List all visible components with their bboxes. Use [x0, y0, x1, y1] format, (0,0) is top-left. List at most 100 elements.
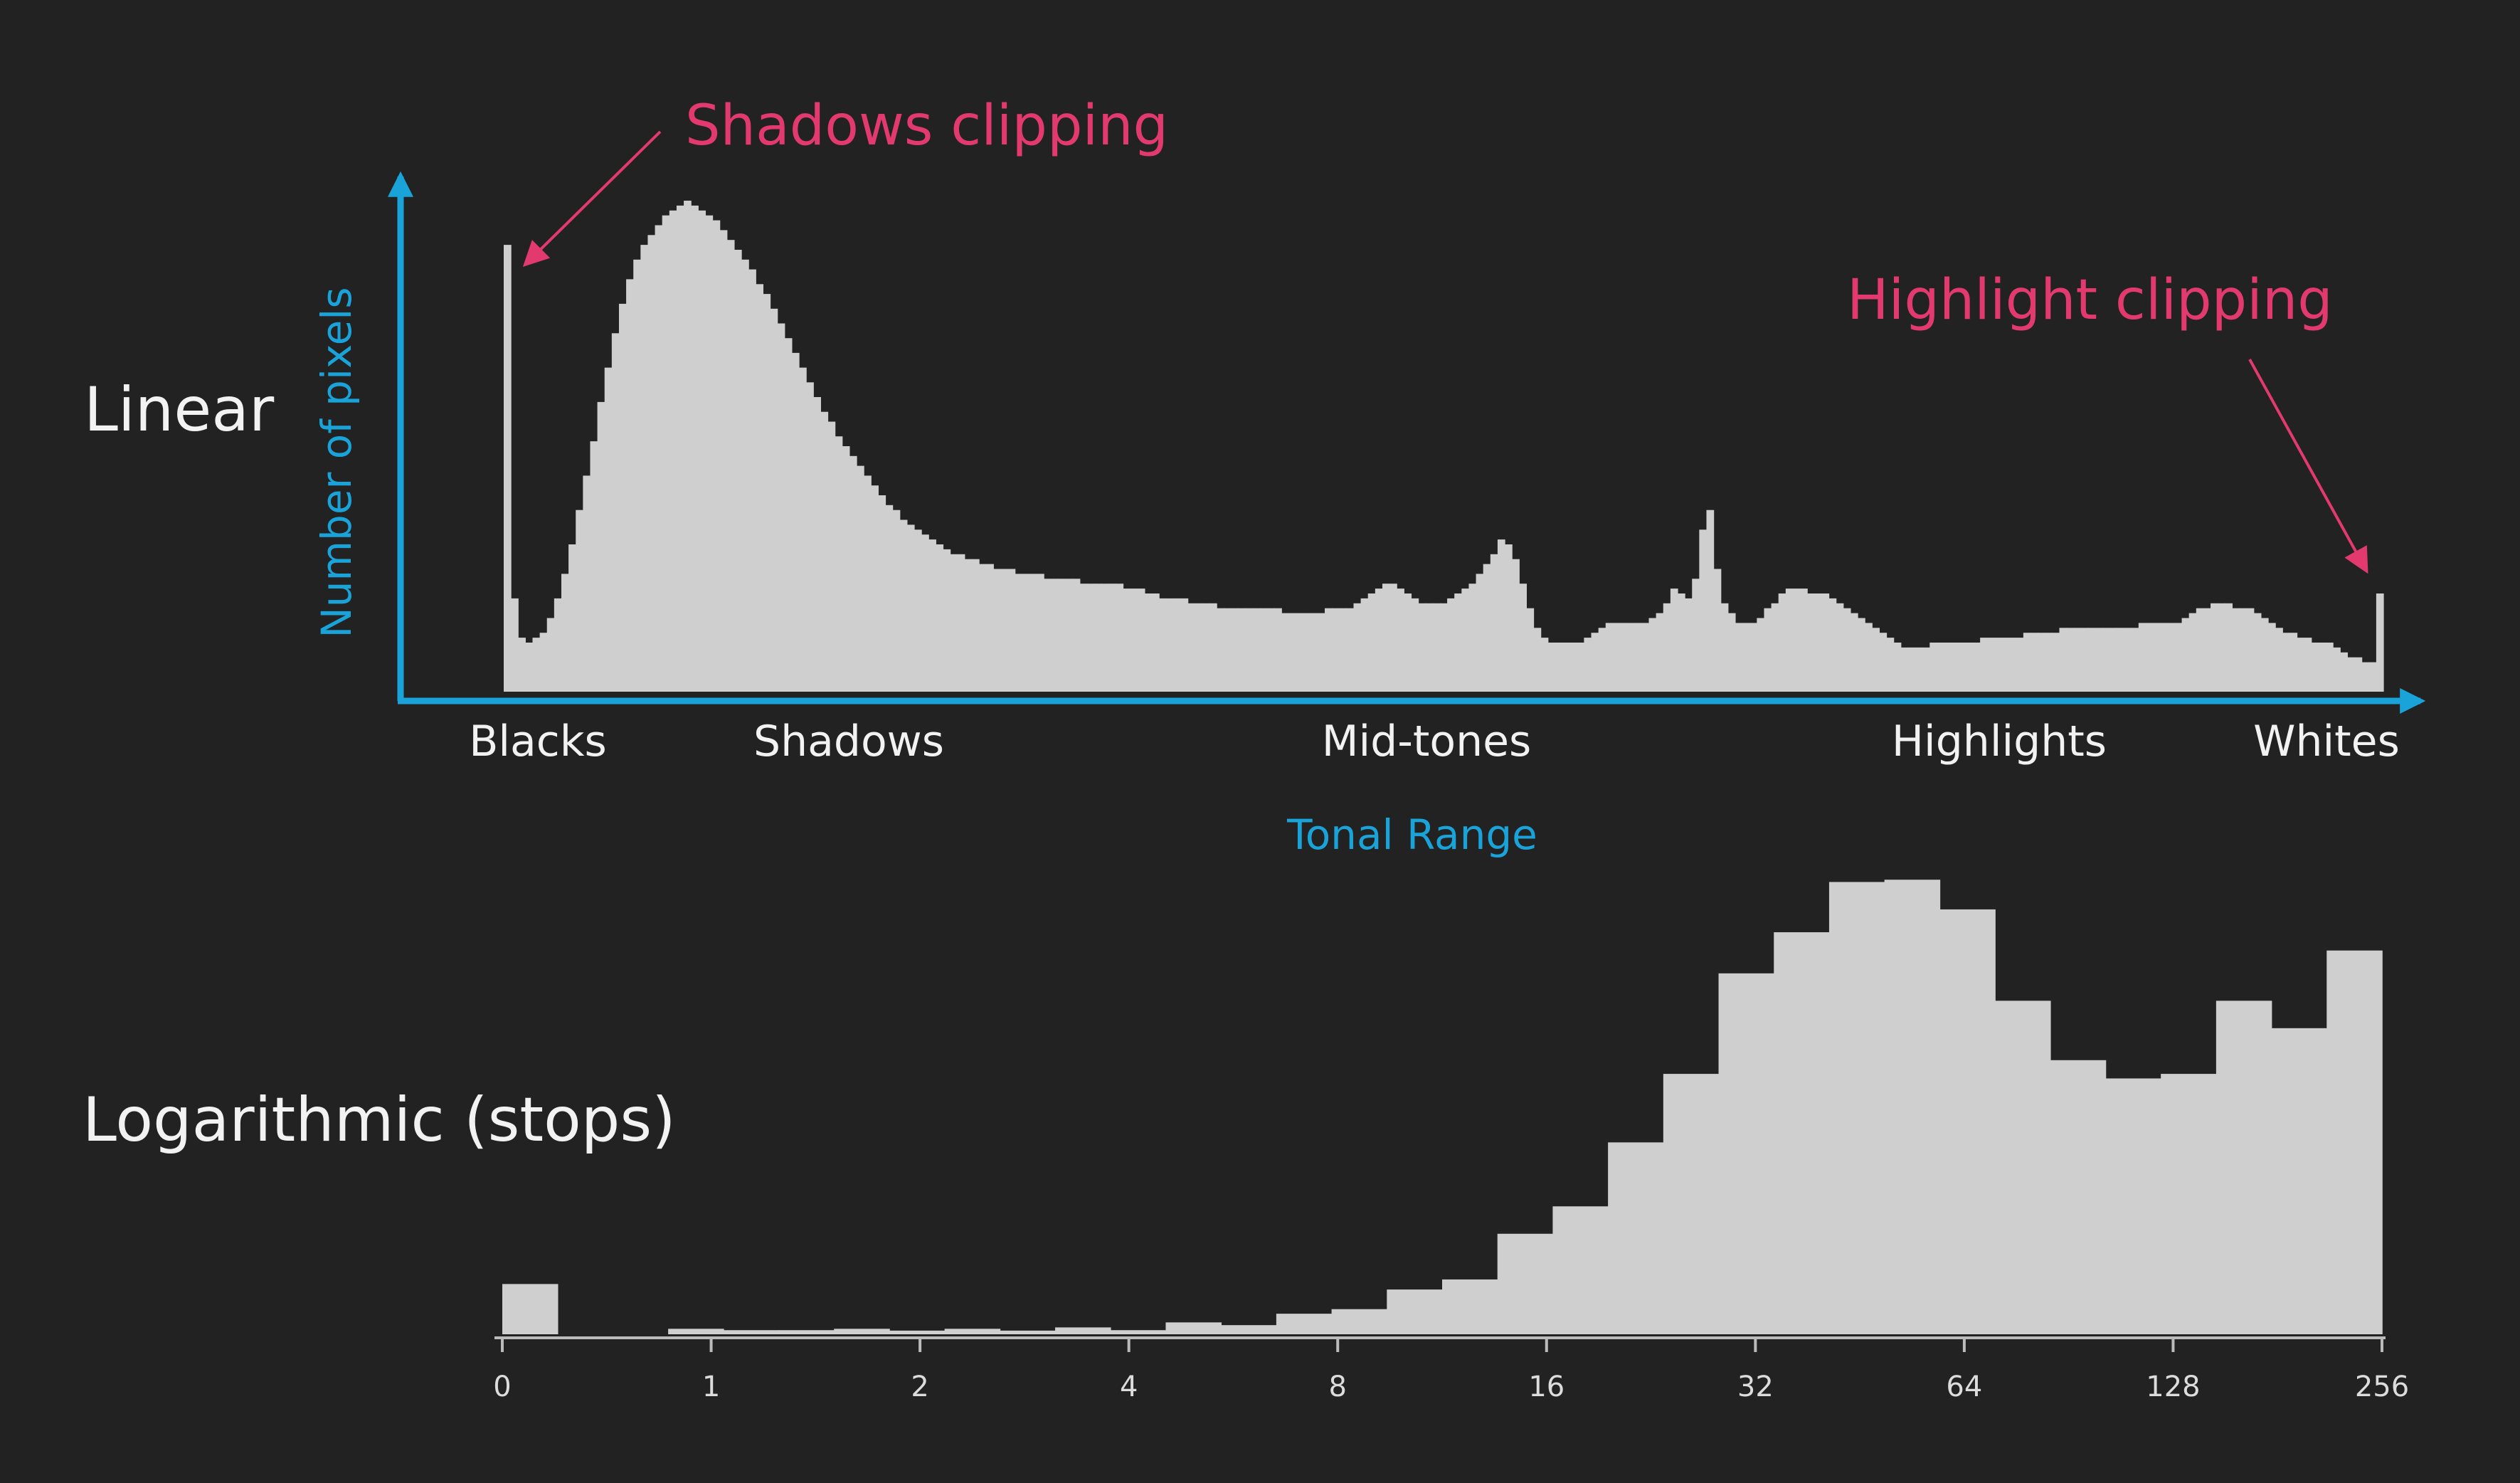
linear-bar — [777, 323, 785, 692]
linear-bar — [2211, 603, 2218, 692]
linear-bar — [1195, 603, 1203, 692]
log-tick-label: 2 — [911, 1371, 928, 1403]
linear-bar — [921, 534, 929, 692]
linear-bar — [1007, 569, 1016, 692]
linear-bar — [971, 559, 980, 692]
log-bar — [1442, 1279, 1498, 1334]
linear-bar — [2268, 623, 2276, 692]
linear-bar — [1749, 623, 1757, 692]
tone-label-highlights: Highlights — [1892, 717, 2107, 766]
linear-bar — [1907, 647, 1916, 692]
linear-bar — [1858, 618, 1865, 692]
log-bar — [1552, 1206, 1609, 1334]
tone-label-shadows: Shadows — [753, 717, 944, 766]
linear-bar — [1821, 593, 1830, 692]
linear-bar — [806, 382, 814, 692]
linear-bar — [1850, 613, 1858, 692]
log-bar — [1663, 1074, 1720, 1334]
linear-bar — [1490, 554, 1498, 692]
linear-bar — [2059, 628, 2068, 692]
log-bar — [2105, 1078, 2161, 1334]
linear-bar — [878, 495, 886, 692]
log-bar — [1774, 932, 1830, 1334]
linear-bar — [1987, 638, 1995, 692]
linear-bar — [518, 638, 526, 692]
linear-bar — [1634, 623, 1642, 692]
tone-label-midtones: Mid-tones — [1322, 717, 1532, 766]
log-histogram: Logarithmic (stops) 0 1 2 4 8 16 32 64 128 256 — [83, 880, 2409, 1403]
linear-bar — [1497, 539, 1505, 692]
linear-bar — [1526, 608, 1535, 692]
linear-bar — [1079, 584, 1088, 692]
linear-bar — [691, 205, 699, 692]
linear-bar — [1951, 643, 1959, 692]
linear-bar — [2167, 623, 2176, 692]
linear-bar — [2008, 638, 2017, 692]
linear-bar — [1886, 638, 1895, 692]
log-bar — [1995, 1001, 2051, 1334]
log-bar — [2050, 1060, 2107, 1334]
linear-bar — [719, 230, 728, 692]
log-bar — [1939, 909, 1996, 1334]
linear-bar — [2311, 643, 2319, 692]
linear-bar — [1771, 603, 1779, 692]
log-bar — [2161, 1074, 2217, 1334]
linear-bar — [554, 598, 562, 692]
log-tick-label: 128 — [2146, 1371, 2200, 1403]
linear-bar — [1778, 593, 1786, 692]
linear-bar — [2080, 628, 2089, 692]
linear-bar — [1310, 613, 1318, 692]
linear-bar — [1252, 608, 1261, 692]
linear-bar — [2001, 638, 2010, 692]
linear-bar — [1259, 608, 1268, 692]
linear-bar — [1231, 608, 1239, 692]
linear-bar — [1144, 593, 1153, 692]
linear-bar — [1627, 623, 1635, 692]
linear-bar — [1411, 598, 1419, 692]
linear-bar — [532, 638, 541, 692]
linear-bar — [892, 510, 901, 692]
linear-bar — [1432, 603, 1441, 692]
linear-bar — [2304, 638, 2312, 692]
linear-bar — [1757, 618, 1765, 692]
linear-bar — [928, 539, 936, 692]
linear-bar — [1944, 643, 1952, 692]
linear-bar — [576, 510, 583, 692]
linear-bar — [1735, 623, 1743, 692]
linear-bar — [1245, 608, 1254, 692]
log-bar — [723, 1330, 780, 1334]
linear-bar — [2131, 628, 2139, 692]
linear-bar — [640, 245, 649, 692]
linear-bar — [1584, 638, 1592, 692]
linear-bar — [906, 524, 915, 692]
linear-bars — [504, 201, 2384, 692]
linear-bar — [784, 338, 793, 692]
log-bar — [1608, 1142, 1664, 1334]
linear-bar — [2066, 628, 2075, 692]
linear-bar — [511, 598, 519, 692]
linear-bar — [1843, 608, 1851, 692]
linear-bar — [1547, 643, 1556, 692]
log-bar — [1884, 880, 1941, 1334]
linear-bar — [2347, 657, 2356, 692]
linear-bar — [1591, 633, 1599, 692]
linear-bar — [1569, 643, 1577, 692]
linear-bar — [1814, 593, 1823, 692]
linear-bar — [2203, 608, 2211, 692]
linear-bar — [1159, 598, 1167, 692]
linear-bar — [1346, 608, 1355, 692]
log-bar — [1110, 1330, 1167, 1334]
log-title: Logarithmic (stops) — [83, 1084, 676, 1156]
linear-bar — [957, 554, 965, 692]
linear-bar — [1476, 574, 1484, 692]
linear-bar — [964, 559, 973, 692]
linear-bar — [2225, 603, 2233, 692]
y-axis-label: Number of pixels — [312, 287, 361, 638]
linear-bar — [1540, 638, 1549, 692]
log-bars — [502, 880, 2383, 1334]
linear-bar — [1267, 608, 1275, 692]
linear-bar — [1217, 608, 1224, 692]
linear-bar — [1397, 589, 1404, 692]
linear-bar — [1605, 623, 1614, 692]
linear-bar — [1303, 613, 1311, 692]
